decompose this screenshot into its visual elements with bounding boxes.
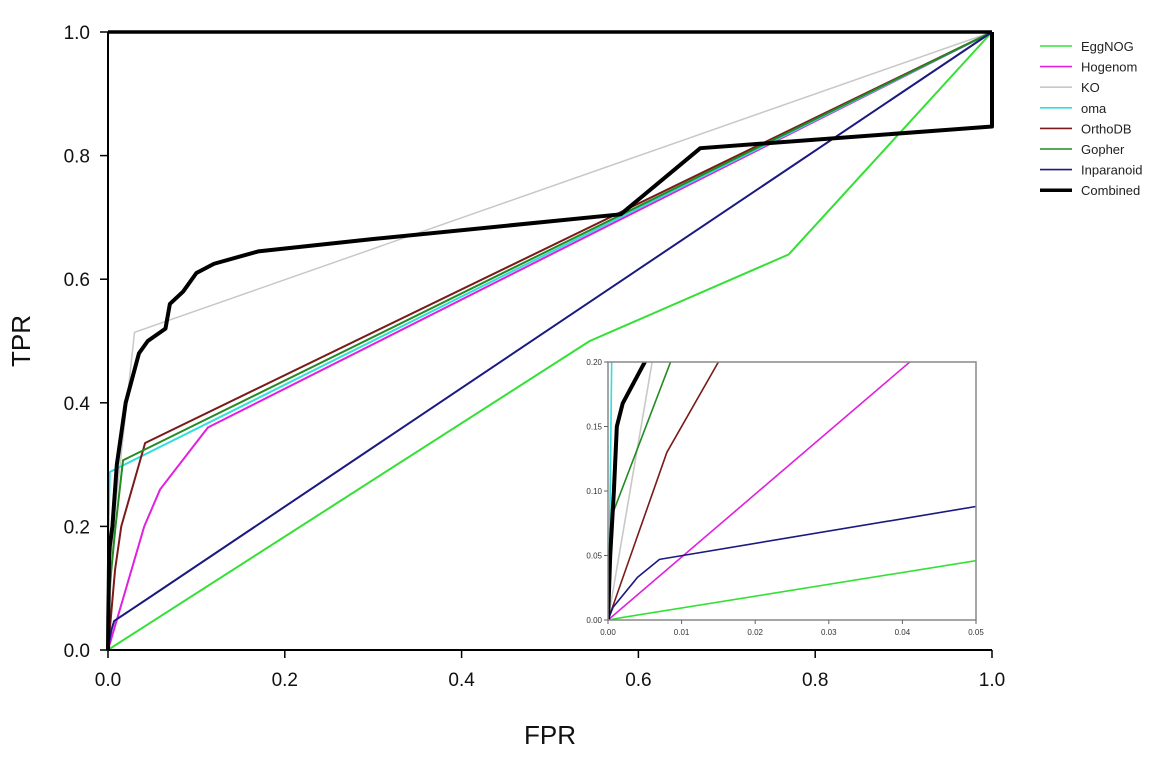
inset-series-line-inparanoid [608,505,976,620]
inset-y-tick-label: 0.00 [586,616,602,625]
legend-label: KO [1081,80,1100,95]
inset-x-tick-label: 0.03 [821,628,837,637]
inset-y-tick-label: 0.10 [586,487,602,496]
y-tick-label: 0.4 [64,394,91,415]
legend-item-oma: oma [1040,101,1107,116]
inset-x-tick-label: 0.02 [747,628,763,637]
x-tick-label: 0.6 [625,670,651,691]
legend-item-ko: KO [1040,80,1100,95]
legend-label: Gopher [1081,142,1125,157]
main-axes: 0.0 0.2 0.4 0.6 0.8 1.0 0.0 0.2 0.4 0.6 0.8 1.0 [64,23,1006,691]
legend-item-orthodb: OrthoDB [1040,121,1132,136]
inset-series-line-combined [608,362,647,620]
inset-y-tick-label: 0.05 [586,552,602,561]
legend-label: oma [1081,101,1107,116]
inset-background [608,362,976,620]
y-tick-label: 0.0 [64,641,90,662]
inset-series-line-hogenom [608,362,912,620]
x-tick-label: 0.2 [272,670,298,691]
legend: EggNOG Hogenom KO oma OrthoDB Gopher Inparanoi… [1040,39,1142,198]
inset-series-line-ko [608,362,654,620]
y-tick-label: 0.6 [64,270,90,291]
x-tick-label: 0.8 [802,670,828,691]
y-tick-label: 0.8 [64,147,90,168]
y-axis-label: TPR [6,315,36,367]
legend-item-gopher: Gopher [1040,142,1125,157]
inset-x-tick-label: 0.05 [968,628,984,637]
legend-label: Hogenom [1081,60,1137,75]
y-tick-label: 0.2 [64,517,90,538]
inset-y-tick-label: 0.15 [586,423,602,432]
legend-item-inparanoid: Inparanoid [1040,163,1142,178]
inset-series-line-orthodb [608,362,720,620]
inset-zoom-plot: 0.00 0.01 0.02 0.03 0.04 0.05 0.00 0.05 0.10 0.15… [586,358,984,637]
inset-series-group [608,362,976,620]
legend-item-hogenom: Hogenom [1040,60,1137,75]
x-tick-label: 0.0 [95,670,121,691]
series-line-orthodb [107,31,993,651]
legend-label: OrthoDB [1081,121,1132,136]
x-tick-label: 1.0 [979,670,1005,691]
legend-item-eggnog: EggNOG [1040,39,1134,54]
y-tick-label: 1.0 [64,23,90,44]
legend-label: Inparanoid [1081,163,1142,178]
series-line-combined [106,32,994,651]
inset-series-line-eggnog [608,559,976,620]
legend-item-combined: Combined [1040,183,1140,198]
legend-label: Combined [1081,183,1140,198]
inset-x-tick-label: 0.04 [895,628,911,637]
inset-x-tick-label: 0.01 [674,628,690,637]
legend-label: EggNOG [1081,39,1134,54]
series-line-hogenom [107,31,993,651]
x-tick-label: 0.4 [448,670,475,691]
inset-x-tick-label: 0.00 [600,628,616,637]
x-axis-label: FPR [524,720,576,750]
inset-y-tick-label: 0.20 [586,358,602,367]
